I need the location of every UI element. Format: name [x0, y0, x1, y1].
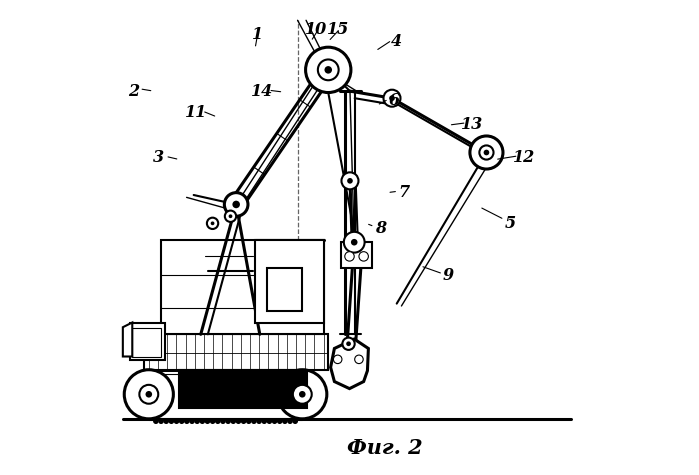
Circle shape	[351, 239, 357, 246]
Circle shape	[282, 418, 288, 424]
Circle shape	[184, 418, 189, 424]
Circle shape	[257, 418, 262, 424]
Text: 8: 8	[375, 219, 386, 237]
Circle shape	[333, 355, 342, 363]
Circle shape	[236, 418, 241, 424]
Circle shape	[207, 218, 218, 229]
Circle shape	[173, 418, 180, 424]
Text: 6: 6	[389, 92, 400, 109]
Bar	[130, 323, 166, 360]
Text: 10: 10	[305, 21, 328, 38]
Circle shape	[354, 355, 363, 363]
Circle shape	[305, 47, 351, 93]
Circle shape	[347, 178, 353, 184]
Circle shape	[345, 252, 354, 261]
Circle shape	[293, 385, 312, 404]
Bar	[161, 240, 324, 334]
Text: 14: 14	[251, 83, 273, 100]
Circle shape	[344, 232, 365, 253]
Circle shape	[287, 418, 293, 424]
Circle shape	[231, 418, 236, 424]
Text: 7: 7	[398, 184, 410, 201]
Circle shape	[145, 391, 152, 398]
Text: 15: 15	[326, 21, 349, 38]
Text: 4: 4	[391, 33, 403, 50]
Circle shape	[179, 418, 185, 424]
Text: 12: 12	[513, 149, 535, 166]
Circle shape	[225, 418, 231, 424]
Circle shape	[240, 418, 247, 424]
Circle shape	[215, 418, 221, 424]
Text: 9: 9	[443, 267, 454, 284]
Bar	[255, 240, 324, 323]
Circle shape	[292, 418, 298, 424]
Circle shape	[164, 418, 169, 424]
Circle shape	[210, 418, 215, 424]
Circle shape	[224, 193, 248, 216]
Circle shape	[210, 221, 215, 225]
Circle shape	[346, 342, 351, 346]
Bar	[267, 268, 302, 311]
Circle shape	[220, 418, 226, 424]
Circle shape	[194, 418, 200, 424]
Circle shape	[318, 59, 338, 80]
Text: 2: 2	[128, 83, 139, 100]
Circle shape	[124, 370, 173, 419]
Circle shape	[272, 418, 278, 424]
Circle shape	[299, 391, 305, 398]
Bar	[180, 370, 307, 408]
Circle shape	[277, 418, 282, 424]
Circle shape	[158, 418, 164, 424]
Circle shape	[470, 136, 503, 169]
Circle shape	[384, 90, 401, 107]
Circle shape	[189, 418, 195, 424]
Circle shape	[261, 418, 267, 424]
Text: 13: 13	[461, 116, 484, 133]
Text: Фиг. 2: Фиг. 2	[347, 437, 423, 457]
Text: 1: 1	[252, 26, 263, 43]
Text: 11: 11	[185, 104, 207, 121]
Circle shape	[480, 145, 493, 160]
Circle shape	[168, 418, 174, 424]
Bar	[144, 334, 329, 370]
Circle shape	[278, 370, 327, 419]
Circle shape	[342, 172, 359, 190]
Circle shape	[324, 66, 332, 74]
Circle shape	[232, 200, 240, 208]
Polygon shape	[331, 339, 368, 389]
Circle shape	[229, 214, 232, 218]
Circle shape	[205, 418, 210, 424]
Circle shape	[139, 385, 158, 404]
Circle shape	[484, 150, 489, 155]
Polygon shape	[123, 323, 132, 357]
Text: 3: 3	[152, 149, 164, 166]
Circle shape	[225, 210, 236, 222]
Bar	[132, 328, 161, 357]
Circle shape	[266, 418, 272, 424]
Text: 5: 5	[505, 215, 516, 232]
Bar	[341, 242, 372, 268]
Circle shape	[251, 418, 257, 424]
Circle shape	[153, 418, 159, 424]
Circle shape	[246, 418, 252, 424]
Circle shape	[343, 338, 354, 350]
Circle shape	[199, 418, 206, 424]
Circle shape	[359, 252, 368, 261]
Circle shape	[389, 95, 395, 101]
